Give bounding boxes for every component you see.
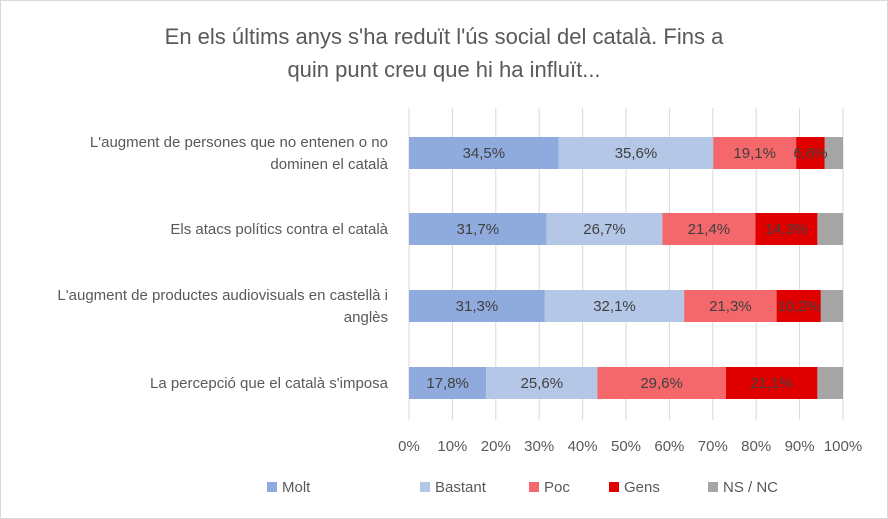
category-label: L'augment de productes audiovisuals en c…: [57, 287, 388, 304]
data-label: 6,6%: [793, 145, 827, 162]
legend-item-molt: Molt: [267, 479, 311, 496]
x-tick-label: 70%: [698, 438, 728, 455]
data-label: 29,6%: [640, 375, 683, 392]
category-label: L'augment de persones que no entenen o n…: [90, 134, 388, 151]
legend-item-bastant: Bastant: [420, 479, 487, 496]
x-tick-label: 0%: [398, 438, 420, 455]
bar-segment-poc: [662, 213, 756, 245]
data-label: 31,7%: [457, 221, 500, 238]
category-label: anglès: [344, 309, 388, 326]
bar-segment-molt: [409, 367, 487, 399]
chart-title-line: quin punt creu que hi ha influït...: [287, 57, 600, 82]
category-labels: L'augment de persones que no entenen o n…: [57, 134, 388, 392]
data-label: 21,4%: [688, 221, 731, 238]
data-label: 19,1%: [733, 145, 776, 162]
category-label: La percepció que el català s'imposa: [150, 375, 389, 392]
data-label: 32,1%: [593, 298, 636, 315]
legend-item-ns-nc: NS / NC: [708, 479, 778, 496]
legend-swatch: [420, 482, 430, 492]
x-tick-label: 20%: [481, 438, 511, 455]
legend-label: Molt: [282, 479, 311, 496]
x-tick-label: 80%: [741, 438, 771, 455]
data-label: 21,3%: [709, 298, 752, 315]
legend-swatch: [708, 482, 718, 492]
legend-label: NS / NC: [723, 479, 778, 496]
data-label: 17,8%: [426, 375, 469, 392]
bar-segment-poc: [684, 290, 777, 322]
data-label: 14,3%: [765, 221, 808, 238]
bar-segment-molt: [409, 290, 545, 322]
bar-segment-ns-nc: [824, 137, 843, 169]
legend-label: Poc: [544, 479, 570, 496]
data-labels: 34,5% 35,6% 19,1% 6,6% 31,7% 26,7% 21,4% 14,3% 3…: [426, 145, 827, 392]
x-axis-ticks: 0% 10% 20% 30% 40% 50% 60% 70% 80% 90% 100%: [398, 438, 862, 455]
data-label: 10,2%: [777, 298, 820, 315]
bar-segment-poc: [713, 137, 797, 169]
x-tick-label: 40%: [568, 438, 598, 455]
bar-segment-gens: [725, 367, 818, 399]
bar-segment-ns-nc: [820, 290, 843, 322]
legend: Molt Bastant Poc Gens NS / NC: [267, 479, 778, 496]
legend-swatch: [529, 482, 539, 492]
x-tick-label: 10%: [437, 438, 467, 455]
bar-segment-gens: [776, 290, 821, 322]
bar-segment-bastant: [486, 367, 598, 399]
legend-label: Bastant: [435, 479, 487, 496]
bar-segment-bastant: [558, 137, 714, 169]
x-tick-label: 100%: [824, 438, 862, 455]
chart-title: En els últims anys s'ha reduït l'ús soci…: [165, 24, 724, 82]
bars: [409, 137, 843, 399]
bar-segment-bastant: [544, 290, 685, 322]
x-tick-label: 50%: [611, 438, 641, 455]
x-tick-label: 30%: [524, 438, 554, 455]
bar-segment-ns-nc: [817, 213, 843, 245]
data-label: 31,3%: [456, 298, 499, 315]
data-label: 26,7%: [583, 221, 626, 238]
bar-segment-molt: [409, 213, 547, 245]
bar-segment-gens: [755, 213, 818, 245]
chart-title-line: En els últims anys s'ha reduït l'ús soci…: [165, 24, 724, 49]
x-tick-label: 60%: [654, 438, 684, 455]
data-label: 34,5%: [463, 145, 506, 162]
bar-segment-ns-nc: [817, 367, 843, 399]
data-label: 35,6%: [615, 145, 658, 162]
bar-segment-molt: [409, 137, 559, 169]
legend-swatch: [267, 482, 277, 492]
x-tick-label: 90%: [785, 438, 815, 455]
data-label: 25,6%: [521, 375, 564, 392]
legend-item-gens: Gens: [609, 479, 660, 496]
category-label: dominen el català: [270, 156, 388, 173]
bar-segment-gens: [796, 137, 825, 169]
legend-swatch: [609, 482, 619, 492]
legend-label: Gens: [624, 479, 660, 496]
data-label: 21,1%: [750, 375, 793, 392]
bar-segment-poc: [597, 367, 726, 399]
category-label: Els atacs polítics contra el català: [170, 221, 388, 238]
bar-segment-bastant: [546, 213, 663, 245]
legend-item-poc: Poc: [529, 479, 570, 496]
